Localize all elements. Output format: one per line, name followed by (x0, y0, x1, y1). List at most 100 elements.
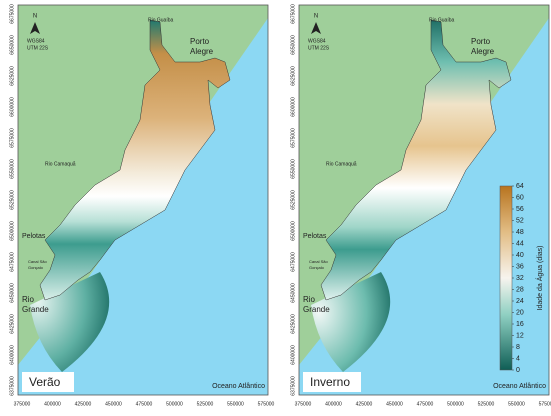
place-label: Alegre (190, 47, 214, 56)
x-axis-label: 400000 (44, 401, 61, 407)
y-axis-label: 6675000 (9, 4, 15, 24)
y-axis-label: 6475000 (290, 252, 296, 272)
colorbar-tick-label: 44 (516, 240, 524, 247)
x-axis-label: 425000 (356, 401, 373, 407)
colorbar-tick-label: 0 (516, 367, 520, 374)
colorbar-tick-label: 40 (516, 252, 524, 259)
colorbar-title: Idade da Água (dias) (535, 246, 544, 311)
x-axis-label: 375000 (14, 401, 31, 407)
y-axis-label: 6600000 (290, 97, 296, 117)
map-frame (17, 4, 269, 396)
datum-label: WGS84 (308, 38, 326, 44)
y-axis-label: 6450000 (9, 283, 15, 303)
lagoon (320, 19, 512, 301)
y-axis-label: 6400000 (290, 345, 296, 365)
colorbar-tick-label: 28 (516, 286, 524, 293)
y-axis-label: 6575000 (9, 128, 15, 148)
place-label: Grande (303, 305, 330, 314)
y-axis-label: 6375000 (290, 376, 296, 396)
place-label: Gonçalo (28, 265, 44, 270)
x-axis-label: 425000 (75, 401, 92, 407)
y-axis-label: 6525000 (290, 190, 296, 210)
place-label: Canal São (28, 259, 47, 264)
x-axis-label: 500000 (447, 401, 464, 407)
y-axis-label: 6575000 (290, 128, 296, 148)
x-axis-label: 375000 (295, 401, 312, 407)
colorbar-tick-label: 52 (516, 217, 524, 224)
x-axis-label: 525000 (197, 401, 214, 407)
colorbar-tick-label: 16 (516, 321, 524, 328)
y-axis-label: 6625000 (290, 66, 296, 86)
y-axis-label: 6475000 (9, 252, 15, 272)
place-label: Rio Guaíba (148, 17, 174, 23)
x-axis-label: 450000 (386, 401, 403, 407)
map-frame (298, 4, 550, 396)
place-label: Rio (22, 295, 35, 304)
y-axis-label: 6550000 (9, 159, 15, 179)
x-axis-label: 500000 (166, 401, 183, 407)
place-label: Rio Camaquã (326, 161, 357, 167)
season-box (303, 372, 361, 392)
y-axis-label: 6425000 (9, 314, 15, 334)
place-label: Gonçalo (309, 265, 325, 270)
x-axis-label: 475000 (417, 401, 434, 407)
y-axis-label: 6400000 (9, 345, 15, 365)
place-label: Canal São (309, 259, 328, 264)
datum-label: UTM 22S (27, 45, 49, 51)
x-axis-label: 550000 (508, 401, 525, 407)
north-arrow (30, 22, 40, 34)
place-label: Porto (190, 37, 210, 46)
season-label: Inverno (310, 375, 350, 389)
y-axis-label: 6450000 (290, 283, 296, 303)
place-label: Grande (22, 305, 49, 314)
x-axis-label: 575000 (539, 401, 551, 407)
place-label: Oceano Atlântico (212, 383, 265, 390)
colorbar-tick-label: 64 (516, 183, 524, 190)
colorbar-tick-label: 8 (516, 344, 520, 351)
y-axis-label: 6550000 (290, 159, 296, 179)
place-label: Rio (303, 295, 316, 304)
y-axis-label: 6600000 (9, 97, 15, 117)
y-axis-label: 6525000 (9, 190, 15, 210)
colorbar-tick-label: 24 (516, 298, 524, 305)
colorbar-tick-label: 60 (516, 194, 524, 201)
colorbar-tick-label: 48 (516, 229, 524, 236)
season-label: Verão (29, 375, 61, 389)
x-axis-label: 525000 (478, 401, 495, 407)
place-label: Pelotas (22, 233, 46, 240)
y-axis-label: 6425000 (290, 314, 296, 334)
place-label: Porto (471, 37, 491, 46)
place-label: Rio Guaíba (429, 17, 455, 23)
season-box (22, 372, 74, 392)
y-axis-label: 6650000 (9, 35, 15, 55)
place-label: Rio Camaquã (45, 161, 76, 167)
north-arrow (311, 22, 321, 34)
datum-label: UTM 22S (308, 45, 330, 51)
north-label: N (314, 14, 318, 20)
y-axis-label: 6500000 (290, 221, 296, 241)
x-axis-label: 575000 (258, 401, 275, 407)
colorbar-tick-label: 20 (516, 309, 524, 316)
y-axis-label: 6675000 (290, 4, 296, 24)
lagoon (39, 19, 231, 301)
place-label: Oceano Atlântico (493, 383, 546, 390)
colorbar-tick-label: 36 (516, 263, 524, 270)
y-axis-label: 6375000 (9, 376, 15, 396)
x-axis-label: 475000 (136, 401, 153, 407)
colorbar-tick-label: 32 (516, 275, 524, 282)
y-axis-label: 6500000 (9, 221, 15, 241)
colorbar-ramp (499, 185, 513, 371)
datum-label: WGS84 (27, 38, 45, 44)
north-label: N (33, 14, 37, 20)
colorbar-tick-label: 56 (516, 206, 524, 213)
colorbar-tick-label: 4 (516, 355, 520, 362)
x-axis-label: 450000 (105, 401, 122, 407)
x-axis-label: 550000 (227, 401, 244, 407)
place-label: Pelotas (303, 233, 327, 240)
y-axis-label: 6625000 (9, 66, 15, 86)
y-axis-label: 6650000 (290, 35, 296, 55)
x-axis-label: 400000 (325, 401, 342, 407)
